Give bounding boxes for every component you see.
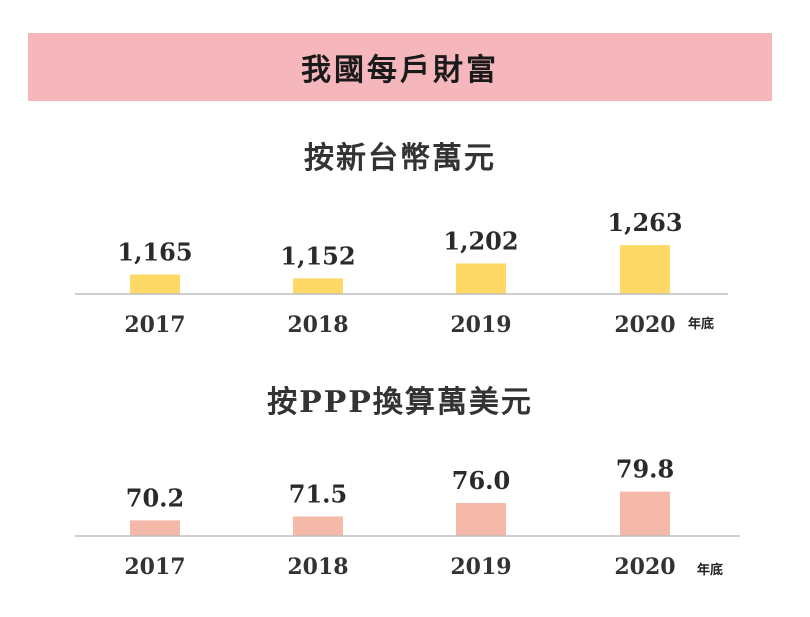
data-label-2019: 1,202 <box>443 226 518 255</box>
bars-group: 1,165 1,152 1,202 1,263 <box>117 208 683 294</box>
data-label-2019: 76.0 <box>452 466 510 495</box>
x-tick-2020: 2020 <box>614 312 675 338</box>
chart-ntd: 按新台幣萬元 1,165 1,152 1,202 1,263 2017 2018 2019… <box>75 141 728 338</box>
data-label-2018: 1,152 <box>280 241 355 270</box>
bar-2017 <box>130 520 180 536</box>
x-tick-2017: 2017 <box>124 554 185 580</box>
x-tick-2019: 2019 <box>450 312 511 338</box>
x-tick-2018: 2018 <box>287 554 348 580</box>
data-label-2017: 70.2 <box>126 483 184 512</box>
x-tick-2020: 2020 <box>614 554 675 580</box>
x-ticks: 2017 2018 2019 2020 <box>124 312 675 338</box>
data-label-2020: 1,263 <box>607 208 682 237</box>
bars-group: 70.2 71.5 76.0 79.8 <box>126 455 674 536</box>
x-tick-2019: 2019 <box>450 554 511 580</box>
page-title: 我國每戶財富 <box>301 53 499 88</box>
x-axis-unit: 年底 <box>697 562 723 578</box>
bar-2017 <box>130 274 180 294</box>
data-label-2020: 79.8 <box>616 455 674 484</box>
bar-2020 <box>620 245 670 294</box>
x-axis-unit: 年底 <box>688 316 714 332</box>
header-banner: 我國每戶財富 <box>28 33 772 101</box>
chart-title: 按新台幣萬元 <box>304 141 496 176</box>
data-label-2017: 1,165 <box>117 238 192 267</box>
chart-ppp: 按PPP換算萬美元 70.2 71.5 76.0 79.8 2017 2018 2019 2… <box>75 385 740 580</box>
x-ticks: 2017 2018 2019 2020 <box>124 554 675 580</box>
bar-2019 <box>456 503 506 536</box>
bar-2019 <box>456 263 506 294</box>
bar-2020 <box>620 491 670 536</box>
x-tick-2017: 2017 <box>124 312 185 338</box>
chart-title: 按PPP換算萬美元 <box>267 385 533 420</box>
bar-2018 <box>293 516 343 536</box>
x-tick-2018: 2018 <box>287 312 348 338</box>
data-label-2018: 71.5 <box>289 480 347 509</box>
bar-2018 <box>293 278 343 294</box>
